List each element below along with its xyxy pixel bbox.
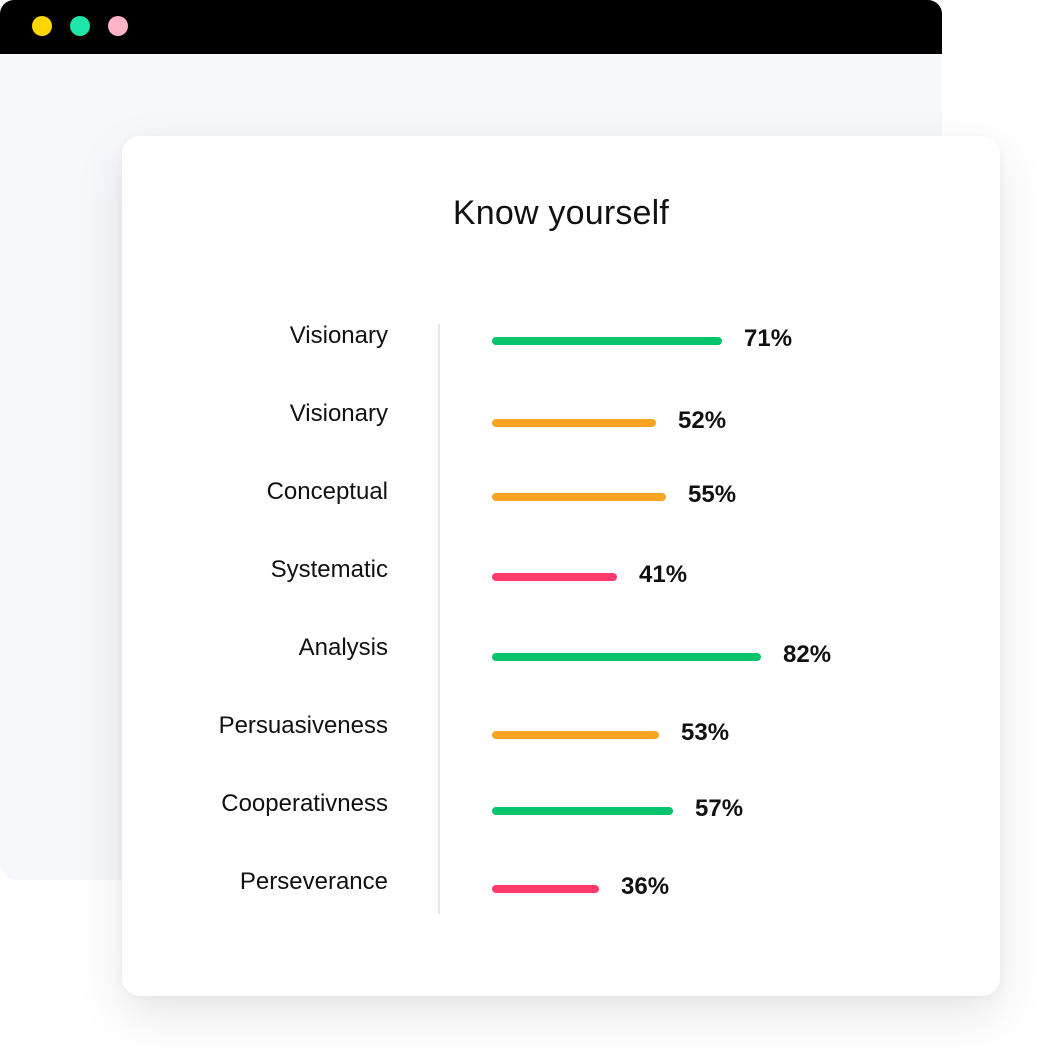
trait-bar xyxy=(492,731,659,739)
trait-bar xyxy=(492,419,656,427)
trait-list: Visionary 71% Visionary 52% Conceptual 55% Sys… xyxy=(122,136,1000,996)
trait-label: Visionary xyxy=(289,322,388,349)
trait-row: Cooperativness 57% xyxy=(122,790,1000,850)
trait-row: Visionary 71% xyxy=(122,322,1000,382)
trait-bar xyxy=(492,807,673,815)
trait-percentage: 71% xyxy=(744,325,793,352)
trait-percentage: 82% xyxy=(783,641,832,668)
trait-label: Systematic xyxy=(270,556,388,583)
trait-bar xyxy=(492,885,599,893)
card-title: Know yourself xyxy=(452,194,670,232)
trait-bar xyxy=(492,573,617,581)
trait-row: Systematic 41% xyxy=(122,556,1000,616)
close-dot-icon[interactable] xyxy=(108,16,128,36)
trait-row: Conceptual 55% xyxy=(122,478,1000,538)
trait-percentage: 36% xyxy=(621,873,670,900)
trait-label: Visionary xyxy=(289,400,388,427)
trait-percentage: 52% xyxy=(678,407,727,434)
trait-row: Persuasiveness 53% xyxy=(122,712,1000,772)
trait-row: Perseverance 36% xyxy=(122,868,1000,928)
minimize-dot-icon[interactable] xyxy=(32,16,52,36)
trait-row: Visionary 52% xyxy=(122,400,1000,460)
trait-percentage: 53% xyxy=(681,719,730,746)
trait-bar xyxy=(492,653,761,661)
trait-bar xyxy=(492,493,666,501)
know-yourself-card: Know yourself Visionary 71% Visionary 52% Co… xyxy=(122,136,1000,996)
maximize-dot-icon[interactable] xyxy=(70,16,90,36)
trait-bar xyxy=(492,337,722,345)
trait-percentage: 57% xyxy=(695,795,744,822)
window-titlebar xyxy=(0,0,942,54)
trait-label: Persuasiveness xyxy=(218,712,388,739)
trait-label: Analysis xyxy=(298,634,388,661)
trait-percentage: 41% xyxy=(639,561,688,588)
vertical-divider xyxy=(438,324,440,914)
trait-label: Cooperativness xyxy=(221,790,388,817)
trait-label: Perseverance xyxy=(239,868,388,895)
trait-row: Analysis 82% xyxy=(122,634,1000,694)
trait-label: Conceptual xyxy=(266,478,388,505)
trait-percentage: 55% xyxy=(688,481,737,508)
